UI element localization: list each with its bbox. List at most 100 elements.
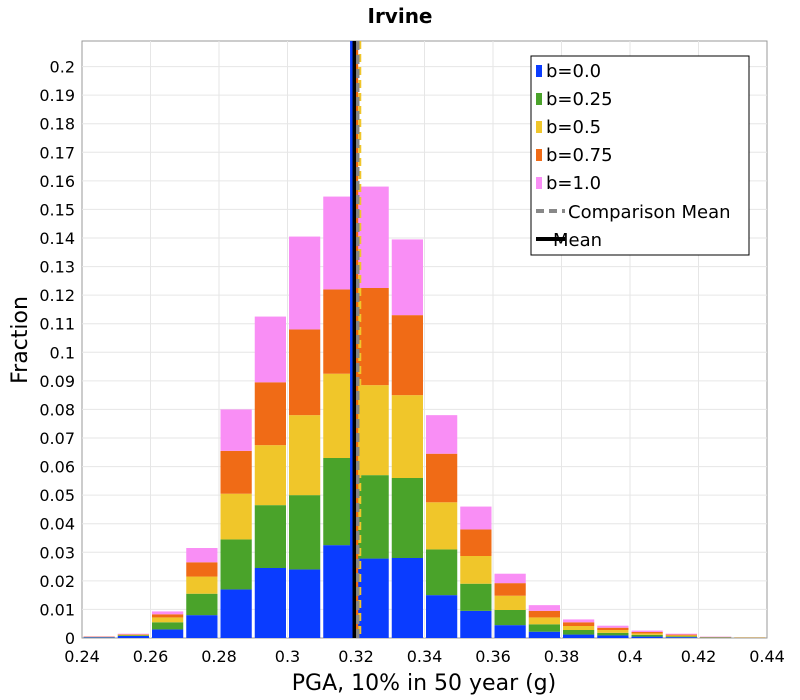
bar-segment bbox=[323, 458, 354, 545]
bar-segment bbox=[563, 622, 594, 626]
bar-segment bbox=[358, 475, 389, 558]
bar-segment bbox=[495, 596, 526, 610]
bar-segment bbox=[392, 478, 423, 558]
x-tick-label: 0.28 bbox=[201, 647, 237, 666]
bar-segment bbox=[221, 451, 252, 494]
bar-segment bbox=[597, 630, 628, 633]
y-tick-label: 0.11 bbox=[39, 315, 75, 334]
bar-segment bbox=[186, 594, 217, 615]
y-tick-label: 0 bbox=[65, 629, 75, 648]
legend-label: b=0.75 bbox=[546, 145, 613, 166]
bar-segment bbox=[632, 631, 663, 632]
y-tick-label: 0.13 bbox=[39, 258, 75, 277]
y-axis-ticks: 00.010.020.030.040.050.060.070.080.090.1… bbox=[39, 58, 75, 648]
bar-segment bbox=[529, 617, 560, 624]
legend-swatch bbox=[536, 177, 542, 189]
bar-segment bbox=[323, 197, 354, 290]
x-tick-label: 0.34 bbox=[407, 647, 443, 666]
y-axis-title: Fraction bbox=[8, 296, 33, 384]
bar-segment bbox=[426, 595, 457, 638]
bar-segment bbox=[495, 583, 526, 596]
bar-segment bbox=[563, 630, 594, 635]
bar-segment bbox=[392, 315, 423, 395]
y-tick-label: 0.05 bbox=[39, 486, 75, 505]
bar-segment bbox=[221, 494, 252, 540]
x-tick-label: 0.4 bbox=[617, 647, 642, 666]
bar-segment bbox=[495, 625, 526, 638]
bar-segment bbox=[563, 619, 594, 622]
bar-segment bbox=[426, 415, 457, 454]
bar-segment bbox=[426, 549, 457, 595]
bar-segment bbox=[666, 635, 697, 636]
y-tick-label: 0.18 bbox=[39, 115, 75, 134]
bar-segment bbox=[666, 634, 697, 635]
y-tick-label: 0.03 bbox=[39, 543, 75, 562]
bar-segment bbox=[118, 635, 149, 636]
bar-segment bbox=[255, 568, 286, 638]
bar-segment bbox=[426, 502, 457, 549]
chart-title: Irvine bbox=[368, 4, 433, 28]
legend: b=0.0b=0.25b=0.5b=0.75b=1.0Comparison Me… bbox=[531, 56, 749, 255]
x-tick-label: 0.24 bbox=[64, 647, 100, 666]
bar-segment bbox=[186, 548, 217, 562]
bar-segment bbox=[118, 634, 149, 635]
bar-segment bbox=[426, 454, 457, 503]
bar-segment bbox=[666, 636, 697, 637]
y-tick-label: 0.19 bbox=[39, 86, 75, 105]
y-tick-label: 0.14 bbox=[39, 229, 75, 248]
x-tick-label: 0.44 bbox=[749, 647, 785, 666]
y-tick-label: 0.15 bbox=[39, 200, 75, 219]
y-tick-label: 0.16 bbox=[39, 172, 75, 191]
bar-segment bbox=[255, 317, 286, 383]
bar-segment bbox=[221, 589, 252, 638]
y-tick-label: 0.08 bbox=[39, 400, 75, 419]
bar-segment bbox=[495, 574, 526, 583]
bar-segment bbox=[118, 636, 149, 638]
y-tick-label: 0.06 bbox=[39, 458, 75, 477]
bar-segment bbox=[597, 628, 628, 630]
bar-segment bbox=[358, 288, 389, 385]
bar-segment bbox=[255, 382, 286, 445]
bar-segment bbox=[460, 507, 491, 530]
x-tick-label: 0.32 bbox=[338, 647, 374, 666]
legend-label: Mean bbox=[553, 230, 602, 251]
bar-segment bbox=[152, 617, 183, 622]
x-tick-label: 0.42 bbox=[681, 647, 717, 666]
bar-segment bbox=[289, 415, 320, 495]
x-tick-label: 0.36 bbox=[475, 647, 511, 666]
bar-segment bbox=[632, 637, 663, 638]
bar-segment bbox=[632, 633, 663, 634]
y-tick-label: 0.12 bbox=[39, 286, 75, 305]
bar-segment bbox=[221, 539, 252, 589]
x-tick-label: 0.3 bbox=[275, 647, 300, 666]
bar-segment bbox=[289, 569, 320, 638]
y-tick-label: 0.07 bbox=[39, 429, 75, 448]
bar-segment bbox=[152, 614, 183, 617]
bar-segment bbox=[186, 577, 217, 594]
y-tick-label: 0.09 bbox=[39, 372, 75, 391]
reference-lines bbox=[352, 41, 360, 638]
bar-segment bbox=[118, 635, 149, 636]
bar-segment bbox=[666, 637, 697, 638]
bar-segment bbox=[152, 629, 183, 638]
y-tick-label: 0.02 bbox=[39, 572, 75, 591]
bar-segment bbox=[666, 635, 697, 636]
bar-segment bbox=[358, 187, 389, 288]
bar-segment bbox=[358, 385, 389, 475]
bar-segment bbox=[289, 495, 320, 569]
bar-segment bbox=[84, 637, 115, 638]
bar-segment bbox=[289, 237, 320, 330]
bar-segment bbox=[597, 626, 628, 628]
bar-segment bbox=[323, 374, 354, 458]
bar-segment bbox=[529, 632, 560, 638]
legend-swatch bbox=[536, 149, 542, 161]
bar-segment bbox=[152, 611, 183, 614]
x-axis-title: PGA, 10% in 50 year (g) bbox=[292, 671, 556, 696]
bar-segment bbox=[186, 562, 217, 576]
bar-segment bbox=[152, 622, 183, 629]
bar-segment bbox=[392, 395, 423, 478]
x-axis-ticks: 0.240.260.280.30.320.340.360.380.40.420.… bbox=[64, 647, 785, 666]
bar-segment bbox=[529, 624, 560, 631]
y-tick-label: 0.1 bbox=[50, 343, 75, 362]
